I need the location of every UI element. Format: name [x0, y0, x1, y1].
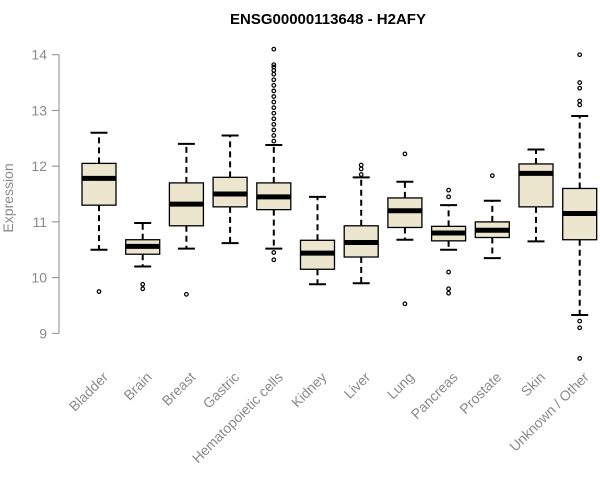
- y-tick-label: 9: [39, 325, 47, 341]
- outlier-point: [96, 289, 102, 294]
- y-tick-label: 11: [32, 214, 47, 230]
- box-group: [81, 131, 117, 294]
- category-label-pancreas: Pancreas: [408, 369, 461, 422]
- boxplot-series: [81, 46, 598, 361]
- box-skin: [518, 163, 554, 208]
- outlier-point: [140, 286, 146, 292]
- outlier-point: [358, 166, 364, 172]
- outlier-point: [183, 291, 189, 297]
- outlier-point: [271, 99, 277, 105]
- outlier-point: [446, 187, 452, 193]
- outlier-point: [577, 98, 583, 104]
- outlier-point: [358, 172, 364, 177]
- outlier-point: [577, 356, 583, 361]
- outlier-point: [577, 85, 583, 91]
- outlier-point: [271, 250, 277, 255]
- outlier-point: [271, 133, 277, 138]
- outlier-point: [577, 102, 583, 108]
- outlier-point: [271, 257, 277, 263]
- y-axis-label: Expression: [0, 163, 16, 232]
- outlier-point: [271, 127, 277, 133]
- outlier-point: [271, 46, 277, 52]
- y-axis: 9 10 11 12 13 14: [31, 47, 60, 341]
- outlier-point: [271, 138, 277, 144]
- category-label-bladder: Bladder: [66, 369, 112, 415]
- category-label-skin: Skin: [518, 369, 549, 400]
- outlier-point: [271, 64, 277, 70]
- outlier-point: [446, 194, 452, 200]
- box-group: [299, 195, 336, 286]
- y-tick-label: 12: [31, 158, 47, 174]
- category-label-liver: Liver: [341, 369, 374, 402]
- outlier-point: [402, 301, 408, 307]
- category-label-unknown-other: Unknown / Other: [506, 369, 592, 455]
- category-label-brain: Brain: [120, 369, 154, 403]
- y-tick-label: 13: [31, 102, 47, 118]
- outlier-point: [358, 162, 364, 168]
- box-group: [256, 46, 292, 263]
- outlier-point: [446, 269, 452, 275]
- box-group: [212, 134, 248, 245]
- outlier-point: [140, 281, 146, 287]
- box-group: [430, 187, 467, 296]
- box-group: [168, 142, 205, 297]
- outlier-point: [577, 318, 583, 324]
- outlier-point: [271, 88, 277, 94]
- outlier-point: [446, 290, 452, 296]
- outlier-point: [271, 82, 277, 88]
- category-label-prostate: Prostate: [456, 369, 504, 417]
- box-group: [387, 151, 423, 307]
- category-label-breast: Breast: [159, 369, 199, 409]
- outlier-point: [402, 151, 408, 157]
- outlier-point: [489, 173, 495, 179]
- outlier-point: [271, 77, 277, 83]
- box-group: [518, 148, 554, 243]
- outlier-point: [271, 116, 277, 122]
- y-tick-label: 10: [31, 270, 47, 286]
- category-label-kidney: Kidney: [288, 369, 330, 411]
- chart-title: ENSG00000113648 - H2AFY: [230, 11, 426, 28]
- outlier-point: [271, 62, 277, 68]
- category-label-gastric: Gastric: [200, 369, 243, 412]
- outlier-point: [577, 52, 583, 58]
- outlier-point: [577, 325, 583, 331]
- outlier-point: [271, 110, 277, 116]
- box-group: [343, 162, 379, 285]
- box-group: [125, 222, 161, 292]
- outlier-point: [271, 71, 277, 77]
- outlier-point: [271, 94, 277, 99]
- box-group: [562, 52, 598, 361]
- y-tick-label: 14: [31, 47, 47, 63]
- outlier-point: [271, 105, 277, 111]
- box-bladder: [81, 162, 117, 206]
- outlier-point: [271, 121, 277, 127]
- category-label-lung: Lung: [384, 369, 417, 402]
- outlier-point: [577, 80, 583, 85]
- box-group: [474, 173, 510, 260]
- outlier-point: [446, 286, 452, 292]
